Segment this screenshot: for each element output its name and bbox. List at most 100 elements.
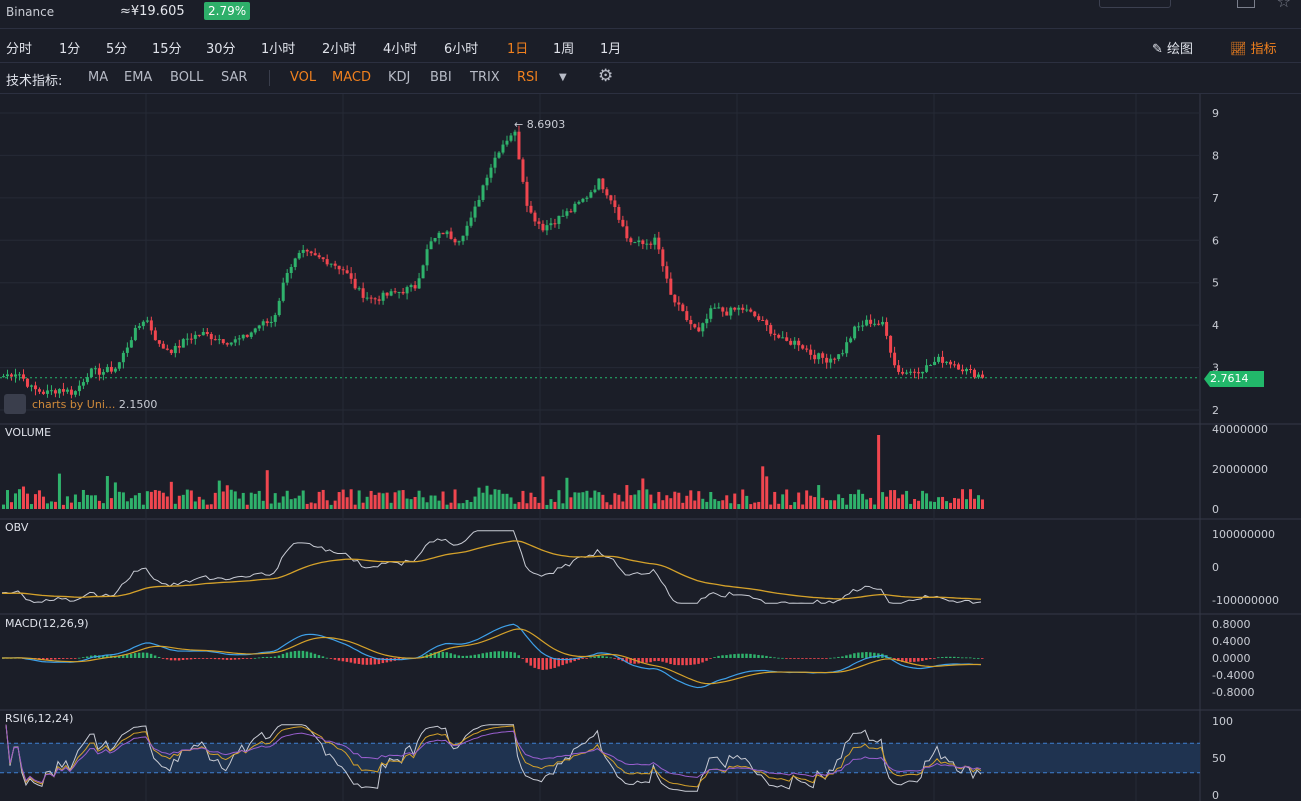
candle xyxy=(169,349,173,354)
draw-tool[interactable]: ✎ 绘图 xyxy=(1152,38,1193,57)
candle xyxy=(41,391,45,394)
macd-histogram-bar xyxy=(445,652,449,658)
candle xyxy=(717,307,721,309)
macd-tick-label: 0.0000 xyxy=(1212,652,1251,665)
macd-histogram-bar xyxy=(317,655,321,658)
chart-canvas[interactable]: 2 3 4 5 6 7 8 9 0 20000000 40000000 100000000 0 -1000… xyxy=(0,94,1301,801)
ind-ema[interactable]: EMA xyxy=(124,70,153,85)
macd-histogram-bar xyxy=(573,658,576,662)
star-icon[interactable]: ☆ xyxy=(1276,0,1291,11)
candle xyxy=(693,324,697,328)
candle xyxy=(113,368,117,372)
volume-bar xyxy=(281,496,285,509)
volume-bar xyxy=(5,490,9,509)
dropdown-icon[interactable]: ▼ xyxy=(559,72,567,83)
ind-macd[interactable]: MACD xyxy=(332,70,371,85)
volume-bar xyxy=(393,492,397,509)
macd-histogram-bar xyxy=(365,658,369,665)
macd-histogram-bar xyxy=(489,651,493,658)
candle xyxy=(13,374,17,377)
macd-histogram-bar xyxy=(817,658,820,659)
period-1mo[interactable]: 1月 xyxy=(600,42,622,57)
candle xyxy=(449,231,453,239)
draw-label: 绘图 xyxy=(1167,42,1194,57)
macd-histogram-bar xyxy=(793,658,796,659)
macd-histogram-bar xyxy=(457,655,461,658)
volume-bar xyxy=(949,502,953,509)
volume-bar xyxy=(369,490,373,509)
ind-bbi[interactable]: BBI xyxy=(430,70,452,85)
volume-bar xyxy=(133,495,137,509)
macd-histogram-bar xyxy=(949,656,952,658)
fullscreen-icon[interactable] xyxy=(1237,0,1255,8)
volume-bar xyxy=(325,500,329,509)
volume-bar xyxy=(841,498,845,509)
period-15m[interactable]: 15分 xyxy=(152,42,182,57)
ind-trix[interactable]: TRIX xyxy=(470,70,500,85)
macd-histogram-bar xyxy=(349,658,353,663)
period-1d[interactable]: 1日 xyxy=(507,42,529,57)
volume-bar xyxy=(905,490,909,509)
volume-bar xyxy=(125,501,129,509)
period-2h[interactable]: 2小时 xyxy=(322,42,357,57)
candle xyxy=(157,340,161,344)
period-1w[interactable]: 1周 xyxy=(553,42,575,57)
period-4h[interactable]: 4小时 xyxy=(383,42,418,57)
volume-bar xyxy=(665,495,669,509)
volume-bar xyxy=(509,497,513,509)
period-6h[interactable]: 6小时 xyxy=(444,42,479,57)
macd-histogram-bar xyxy=(309,652,313,658)
ind-sar[interactable]: SAR xyxy=(221,70,248,85)
macd-histogram-bar xyxy=(165,658,169,660)
candle xyxy=(105,366,109,373)
macd-tick-label: 0.8000 xyxy=(1212,618,1251,631)
candle xyxy=(905,372,909,374)
ind-kdj[interactable]: KDJ xyxy=(388,70,411,85)
candle xyxy=(501,144,505,153)
candle xyxy=(589,192,593,198)
indicator-tool[interactable]: 📈︎ 指标 xyxy=(1230,38,1277,57)
macd-histogram-bar xyxy=(945,656,948,658)
volume-bar xyxy=(153,490,157,509)
candle xyxy=(137,326,141,328)
volume-bar xyxy=(457,503,461,509)
candle xyxy=(217,339,221,341)
volume-bar xyxy=(293,498,297,509)
candle xyxy=(909,371,913,373)
macd-histogram-bar xyxy=(857,652,860,658)
volume-bar xyxy=(389,502,393,509)
macd-histogram-bar xyxy=(629,658,632,664)
candle xyxy=(773,333,777,335)
macd-histogram-bar xyxy=(729,654,732,658)
period-30m[interactable]: 30分 xyxy=(206,42,236,57)
volume-bar xyxy=(233,491,237,509)
macd-histogram-bar xyxy=(941,657,944,658)
candle xyxy=(829,358,833,363)
period-1h[interactable]: 1小时 xyxy=(261,42,296,57)
period-fen[interactable]: 分时 xyxy=(6,42,33,57)
macd-histogram-bar xyxy=(209,658,213,659)
obv-tick-label: 0 xyxy=(1212,561,1219,574)
chart-line-icon: 📈︎ xyxy=(1230,42,1247,57)
volume-bar xyxy=(701,498,705,509)
period-5m[interactable]: 5分 xyxy=(106,42,128,57)
macd-histogram-bar xyxy=(889,657,892,658)
volume-bar xyxy=(745,495,749,509)
ind-boll[interactable]: BOLL xyxy=(170,70,204,85)
macd-histogram-bar xyxy=(333,658,337,660)
candle xyxy=(385,292,389,296)
macd-histogram-bar xyxy=(785,658,788,659)
ind-ma[interactable]: MA xyxy=(88,70,109,85)
volume-bar xyxy=(285,490,289,509)
macd-histogram-bar xyxy=(749,653,752,658)
top-button[interactable] xyxy=(1099,0,1171,8)
ind-vol[interactable]: VOL xyxy=(290,70,317,85)
candle xyxy=(497,152,501,158)
candle xyxy=(17,374,21,376)
period-1m[interactable]: 1分 xyxy=(59,42,81,57)
candle xyxy=(233,339,237,343)
macd-histogram-bar xyxy=(545,658,548,670)
gear-icon[interactable]: ⚙ xyxy=(598,66,614,86)
ind-rsi[interactable]: RSI xyxy=(517,70,539,85)
macd-histogram-bar xyxy=(65,658,69,659)
